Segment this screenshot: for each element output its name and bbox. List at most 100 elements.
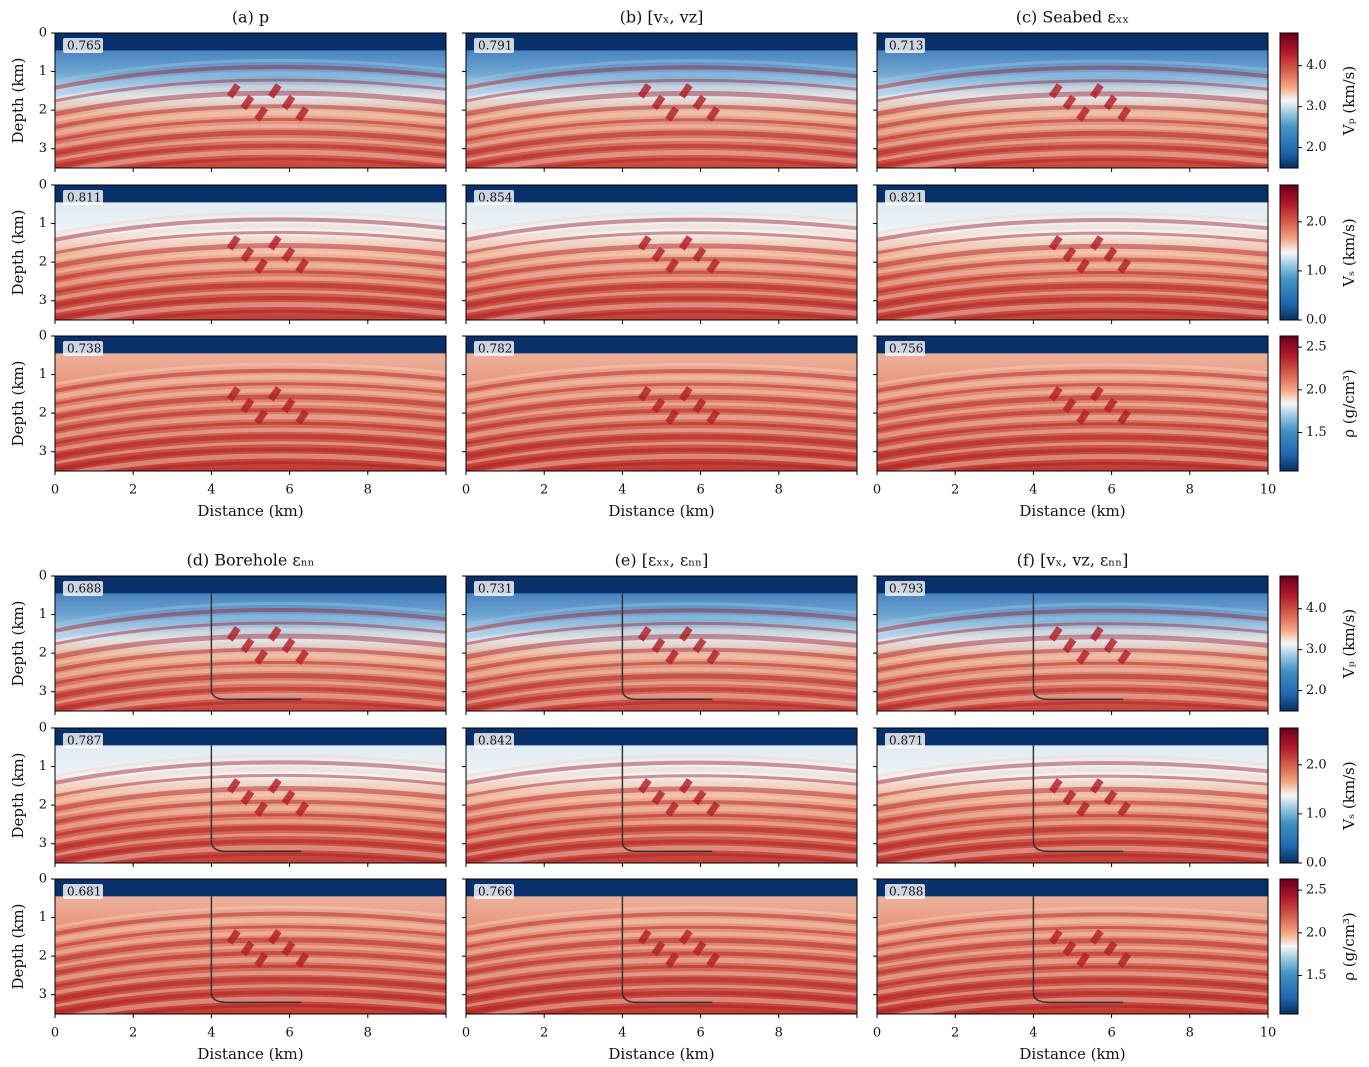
- score-label: 0.738: [67, 342, 101, 356]
- colorbar-tick-label: 3.0: [1306, 642, 1327, 657]
- x-tick-label: 0: [873, 1026, 881, 1041]
- water-layer: [55, 879, 446, 896]
- x-tick-label: 8: [775, 483, 783, 498]
- x-tick-label: 8: [775, 1026, 783, 1041]
- seismic-image: [466, 728, 857, 875]
- x-tick-label: 4: [1029, 483, 1037, 498]
- seismic-image: [466, 879, 857, 1026]
- y-tick-label: 0: [39, 872, 47, 887]
- x-tick-label: 0: [51, 1026, 59, 1041]
- score-label: 0.681: [67, 885, 101, 899]
- water-layer: [55, 576, 446, 593]
- seismic-image: [877, 33, 1268, 180]
- x-tick-label: 6: [1107, 1026, 1115, 1041]
- y-tick-label: 3: [39, 684, 47, 699]
- x-tick-label: 6: [696, 483, 704, 498]
- score-label: 0.688: [67, 582, 101, 596]
- x-tick-label: 6: [285, 1026, 293, 1041]
- x-tick-label: 2: [951, 1026, 959, 1041]
- colorbar-label: Vₚ (km/s): [1340, 609, 1358, 679]
- water-layer: [877, 879, 1268, 896]
- seismic-image: [55, 185, 446, 332]
- y-tick-label: 3: [39, 836, 47, 851]
- colorbar: [1280, 879, 1298, 1014]
- water-layer: [466, 185, 857, 202]
- y-tick-label: 3: [39, 141, 47, 156]
- y-axis-label: Depth (km): [9, 904, 27, 990]
- score-label: 0.791: [478, 39, 512, 53]
- score-label: 0.766: [478, 885, 512, 899]
- water-layer: [877, 728, 1268, 745]
- colorbar-label: Vₛ (km/s): [1340, 761, 1358, 830]
- seismic-image: [877, 576, 1268, 723]
- colorbar-tick-label: 1.0: [1306, 263, 1327, 278]
- colorbar: [1280, 336, 1298, 471]
- colorbar: [1280, 576, 1298, 711]
- x-tick-label: 8: [1186, 1026, 1194, 1041]
- panel-title: (d) Borehole εₙₙ: [186, 551, 314, 570]
- y-tick-label: 1: [39, 216, 47, 231]
- panel-title: (f) [vₓ, vz, εₙₙ]: [1017, 551, 1129, 570]
- y-tick-label: 3: [39, 987, 47, 1002]
- water-layer: [55, 336, 446, 353]
- seismic-image: [877, 336, 1268, 483]
- colorbar-tick-label: 0.0: [1306, 856, 1327, 871]
- x-tick-label: 8: [1186, 483, 1194, 498]
- water-layer: [877, 576, 1268, 593]
- x-tick-label: 4: [207, 1026, 215, 1041]
- colorbar-label: Vₚ (km/s): [1340, 66, 1358, 136]
- colorbar-tick-label: 2.0: [1306, 140, 1327, 155]
- seismic-image: [466, 336, 857, 483]
- panel-title: (e) [εₓₓ, εₙₙ]: [615, 551, 709, 570]
- seismic-image: [877, 879, 1268, 1026]
- water-layer: [55, 728, 446, 745]
- colorbar-label: Vₛ (km/s): [1340, 218, 1358, 287]
- x-tick-label: 2: [540, 483, 548, 498]
- colorbar: [1280, 33, 1298, 168]
- colorbar-tick-label: 2.0: [1306, 214, 1327, 229]
- y-tick-label: 0: [39, 721, 47, 736]
- y-tick-label: 1: [39, 759, 47, 774]
- x-tick-label: 4: [618, 1026, 626, 1041]
- score-label: 0.782: [478, 342, 512, 356]
- colorbar-tick-label: 1.0: [1306, 806, 1327, 821]
- score-label: 0.788: [889, 885, 923, 899]
- colorbar-tick-label: 4.0: [1306, 58, 1327, 73]
- x-tick-label: 0: [462, 483, 470, 498]
- y-axis-label: Depth (km): [9, 210, 27, 296]
- seismic-image: [55, 336, 446, 483]
- y-tick-label: 3: [39, 293, 47, 308]
- x-tick-label: 6: [696, 1026, 704, 1041]
- water-layer: [466, 879, 857, 896]
- score-label: 0.787: [67, 734, 101, 748]
- x-axis-label: Distance (km): [1019, 502, 1125, 520]
- panel-title: (a) p: [232, 8, 269, 27]
- water-layer: [466, 33, 857, 50]
- y-axis-label: Depth (km): [9, 58, 27, 144]
- colorbar-tick-label: 2.0: [1306, 757, 1327, 772]
- y-axis-label: Depth (km): [9, 753, 27, 839]
- colorbar-tick-label: 2.5: [1306, 883, 1327, 898]
- water-layer: [55, 185, 446, 202]
- y-tick-label: 0: [39, 569, 47, 584]
- x-tick-label: 0: [51, 483, 59, 498]
- water-layer: [466, 728, 857, 745]
- x-tick-label: 2: [951, 483, 959, 498]
- seismic-image: [55, 576, 446, 723]
- score-label: 0.765: [67, 39, 101, 53]
- y-tick-label: 2: [39, 798, 47, 813]
- seismic-image: [55, 879, 446, 1026]
- x-tick-label: 2: [129, 483, 137, 498]
- water-layer: [466, 336, 857, 353]
- x-tick-label: 2: [129, 1026, 137, 1041]
- colorbar-tick-label: 3.0: [1306, 99, 1327, 114]
- y-axis-label: Depth (km): [9, 361, 27, 447]
- y-tick-label: 2: [39, 103, 47, 118]
- colorbar-tick-label: 4.0: [1306, 601, 1327, 616]
- y-tick-label: 1: [39, 64, 47, 79]
- panel-title: (c) Seabed εₓₓ: [1016, 8, 1129, 27]
- seismic-image: [55, 33, 446, 180]
- x-tick-label: 10: [1260, 483, 1277, 498]
- colorbar: [1280, 728, 1298, 863]
- x-tick-label: 8: [364, 483, 372, 498]
